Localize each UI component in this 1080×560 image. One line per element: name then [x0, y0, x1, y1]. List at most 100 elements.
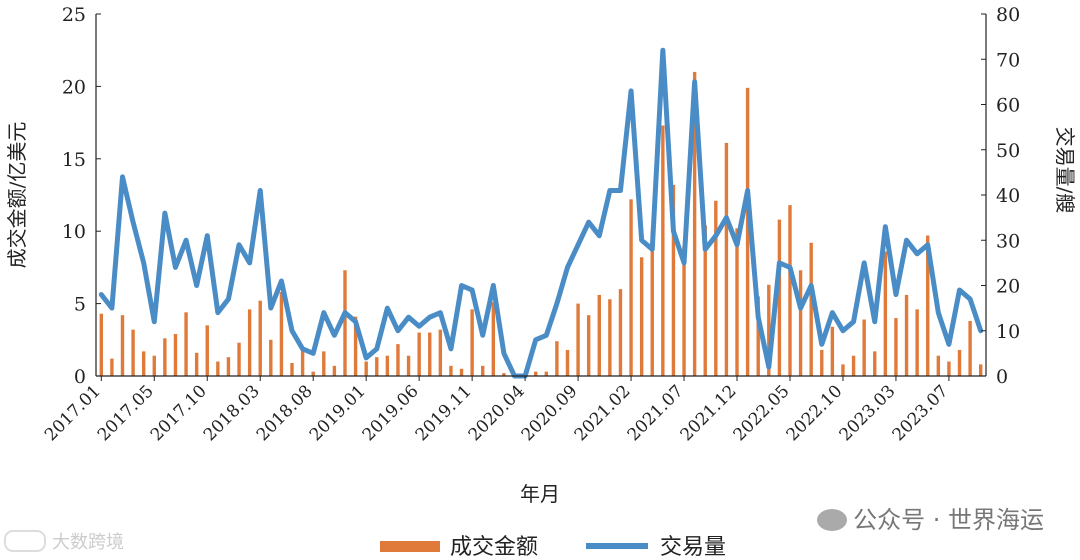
y-tick-label-right: 50 — [996, 140, 1020, 162]
bar — [470, 309, 474, 376]
bar — [237, 342, 241, 376]
bar — [936, 355, 941, 376]
bar — [597, 294, 601, 376]
bar — [417, 332, 421, 376]
y-tick-label-left: 25 — [62, 4, 86, 26]
x-tick-label: 2018.03 — [200, 381, 264, 445]
bar — [692, 71, 697, 377]
x-tick-label: 2019.01 — [306, 381, 370, 445]
bar — [396, 344, 400, 376]
wechat-account-name: 公众号 · 世界海运 — [853, 506, 1044, 534]
bar — [703, 225, 707, 376]
y-tick-label-right: 10 — [996, 321, 1020, 343]
bar — [650, 231, 654, 376]
bar — [290, 362, 294, 376]
bar — [491, 302, 496, 376]
bar — [332, 365, 337, 376]
bar — [820, 349, 824, 376]
bar — [862, 319, 866, 376]
bar — [915, 309, 919, 376]
bar — [979, 364, 983, 376]
bar — [311, 371, 315, 376]
bar — [120, 315, 125, 376]
bar — [438, 329, 443, 376]
bar — [788, 205, 792, 376]
bar — [767, 284, 771, 376]
bar — [926, 235, 930, 376]
bar — [809, 242, 813, 376]
y-tick-label-right: 70 — [996, 49, 1020, 71]
bar — [205, 325, 209, 376]
y-tick-label-right: 20 — [996, 276, 1020, 298]
bar — [99, 313, 103, 376]
bar — [406, 355, 411, 376]
bar — [534, 371, 538, 376]
y-tick-label-left: 15 — [62, 149, 86, 171]
bar — [152, 355, 156, 376]
x-tick-label: 2018.08 — [253, 381, 317, 445]
bar — [756, 296, 760, 376]
bar — [459, 368, 464, 376]
bar — [883, 251, 888, 376]
bar — [279, 292, 284, 376]
bar — [258, 300, 262, 376]
legend-label-line: 交易量 — [660, 535, 726, 560]
bar — [343, 270, 347, 376]
bar — [682, 245, 686, 376]
x-tick-label: 2017.10 — [147, 381, 211, 445]
brand-name: 大数跨境 — [52, 532, 124, 553]
bar — [194, 352, 199, 376]
bar — [629, 199, 633, 376]
brand-watermark: 大数跨境 — [4, 528, 124, 554]
wechat-logo-icon — [817, 509, 848, 531]
bar — [481, 365, 485, 376]
x-tick-label: 2017.05 — [94, 381, 158, 445]
bar — [904, 294, 909, 376]
y-tick-label-right: 0 — [996, 366, 1008, 388]
bar — [957, 349, 962, 376]
bar — [947, 361, 951, 376]
bar — [300, 347, 305, 376]
x-tick-label: 2020.09 — [518, 381, 582, 445]
bar — [364, 361, 368, 376]
y-tick-label-right: 30 — [996, 230, 1020, 252]
bar — [385, 355, 390, 376]
bar — [449, 365, 453, 376]
bar — [894, 318, 898, 376]
x-tick-label: 2019.06 — [359, 381, 423, 445]
y-tick-label-left: 20 — [62, 76, 86, 98]
bar — [565, 349, 570, 376]
x-tick-label: 2017.01 — [41, 381, 105, 445]
y-tick-label-right: 40 — [996, 185, 1020, 207]
bar — [671, 184, 676, 376]
bar — [576, 303, 580, 376]
bar — [247, 309, 252, 376]
bar — [184, 312, 188, 376]
axes-group — [95, 13, 987, 381]
bar — [873, 351, 877, 376]
y-tick-label-left: 5 — [74, 294, 86, 316]
bar — [608, 299, 612, 376]
bar — [544, 371, 548, 376]
bar — [968, 320, 972, 376]
tick-labels-group: 0 5 10 15 20 25 0 10 20 30 40 50 60 70 80 2017.012017.0… — [41, 4, 1020, 445]
legend-label-bar: 成交金额 — [450, 535, 538, 560]
bar — [141, 351, 146, 376]
bar-series-group — [99, 71, 983, 377]
bar — [502, 373, 506, 376]
bar — [841, 364, 845, 376]
bar — [735, 228, 739, 376]
bar — [798, 270, 803, 376]
line-series-group — [98, 47, 984, 379]
x-tick-label: 2019.11 — [412, 381, 476, 445]
legend-swatch-bar — [380, 541, 440, 552]
x-tick-label: 2022.05 — [730, 381, 794, 445]
bar — [851, 355, 856, 376]
wechat-watermark: 公众号 · 世界海运 — [817, 500, 1044, 535]
y-axis-label-left: 成交金额/亿美元 — [5, 122, 29, 269]
bar — [830, 326, 835, 376]
bar — [226, 357, 231, 376]
x-tick-label: 2021.02 — [571, 381, 635, 445]
y-tick-label-right: 60 — [996, 95, 1020, 117]
